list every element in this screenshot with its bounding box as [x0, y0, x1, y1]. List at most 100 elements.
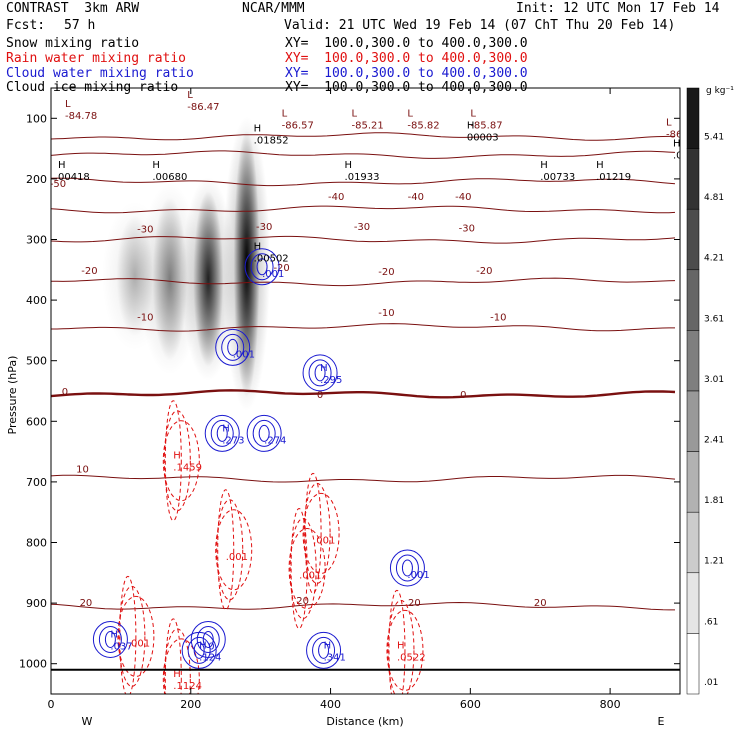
plot-frame	[50, 87, 681, 695]
isotherm-label: -40	[328, 192, 344, 203]
colorbar-tick-label: 2.41	[704, 436, 724, 446]
y-tick-label: 200	[26, 173, 47, 186]
colorbar-tick-label: .61	[704, 617, 718, 627]
y-tick-label: 300	[26, 234, 47, 247]
x-tick-label: 400	[320, 698, 341, 711]
cloud-water-contour	[302, 354, 338, 392]
extremum-marker: H	[199, 640, 207, 651]
extremum-marker: L	[407, 108, 413, 119]
colorbar-segment	[686, 451, 700, 513]
extremum-value: -85.82	[407, 120, 439, 131]
org-label: NCAR/MMM	[242, 1, 305, 16]
extremum-marker: H	[320, 363, 328, 374]
colorbar-segment	[686, 269, 700, 331]
x-tick-label: 800	[600, 698, 621, 711]
extremum-value: .124	[199, 652, 221, 663]
extremum-value: 0	[208, 641, 214, 652]
extremum-marker: H	[673, 139, 681, 150]
extremum-value: .001	[226, 552, 248, 563]
extremum-marker: H	[467, 120, 475, 131]
isotherm-label: -40	[455, 192, 471, 203]
colorbar-tick-label: 1.21	[704, 557, 724, 567]
isotherm-label: -20	[273, 263, 289, 274]
x-tick-label: 0	[48, 698, 55, 711]
cloud-water-contour	[92, 620, 128, 658]
isotherm-label: 20	[408, 598, 421, 609]
cloud-water-contour	[312, 636, 336, 664]
rain-contour	[118, 585, 146, 687]
isotherm-label: -30	[354, 222, 370, 233]
colorbar-tick-label: 5.41	[704, 133, 724, 143]
isotherm--10	[51, 323, 675, 332]
cloud-water-contour	[401, 559, 413, 577]
extremum-value: -84.78	[65, 111, 97, 122]
y-axis-label: Pressure (hPa)	[6, 356, 19, 435]
isotherm--20	[51, 277, 676, 287]
isotherm-label: 0	[460, 390, 466, 401]
extremum-value: 00418	[58, 172, 90, 183]
temperature-contour-layer: -50 -40 -40 -40 -30 -30 -30 -30 -20 -20 -20 -20 -10 -…	[51, 132, 676, 611]
cloud-water-contour	[308, 359, 332, 387]
extremum-value: .001	[262, 269, 284, 280]
cloud-water-contour	[227, 338, 239, 356]
cloud-water-contour	[256, 258, 268, 276]
isotherm--40	[51, 205, 676, 214]
extrema-label-layer: L-84.78L-86.47L-86.57L-85.21L-85.82L-85.…	[58, 90, 695, 692]
snow-plume-core	[116, 215, 154, 337]
colorbar-segment	[686, 511, 700, 574]
cloud-water-contour	[221, 333, 245, 361]
isotherm-label: -20	[81, 266, 97, 277]
extremum-value: .1459	[173, 463, 202, 474]
rain-contour	[163, 628, 191, 694]
isotherm-0	[51, 389, 676, 399]
forecast-label: Fcst:	[6, 18, 46, 33]
cloud-water-contour	[196, 625, 220, 653]
extremum-marker: L	[187, 90, 193, 101]
extremum-marker: H	[324, 640, 332, 651]
isotherm-10	[51, 474, 676, 483]
colorbar-unit: g kg⁻¹	[706, 86, 734, 96]
model-title: CONTRAST 3km ARW	[6, 1, 140, 16]
extremum-value: .00733	[540, 172, 575, 183]
isotherm-label: 0	[62, 387, 68, 398]
rain-contour	[386, 609, 424, 691]
isotherm-label: -30	[459, 223, 475, 234]
y-tick-label: 600	[26, 415, 47, 428]
rain-contour	[303, 482, 331, 584]
colorbar-segment	[686, 208, 700, 271]
y-tick-label: 1000	[19, 658, 47, 671]
colorbar-tick-label: 1.81	[704, 496, 724, 506]
extremum-marker: L	[282, 108, 288, 119]
rain-contour	[164, 618, 182, 694]
colorbar-segment	[686, 330, 700, 392]
cloud-water-contour	[306, 631, 342, 669]
y-tick-label: 400	[26, 294, 47, 307]
colorbar-tick-label: 3.01	[704, 375, 724, 385]
extremum-marker: H	[58, 160, 66, 171]
cloud-water-contour	[246, 414, 282, 452]
rain-contour	[162, 638, 200, 694]
extremum-marker: H	[254, 123, 262, 134]
extremum-value: .341	[324, 652, 346, 663]
cloud-water-contour	[210, 419, 234, 447]
colorbar-segment	[686, 87, 700, 149]
snow-plume-core	[193, 191, 224, 367]
cloud-water-contour	[187, 636, 211, 664]
cloud-water-contour	[104, 630, 116, 648]
cloud-water-contour	[395, 554, 419, 582]
rain-contour	[288, 528, 326, 610]
init-time: Init: 12 UTC Mon 17 Feb 14	[516, 1, 720, 16]
isotherm-label: 20	[296, 596, 309, 607]
extremum-value: .1124	[173, 681, 202, 692]
isotherm-label: -20	[476, 266, 492, 277]
rain-contour	[164, 400, 182, 522]
cloud-water-contour	[204, 414, 240, 452]
rain-contour	[387, 599, 415, 694]
extremum-value: .001	[233, 349, 255, 360]
isotherm-label: 20	[534, 598, 547, 609]
colorbar-tick-label: 4.81	[704, 193, 724, 203]
field-snow-xy: XY= 100.0,300.0 to 400.0,300.0	[285, 36, 528, 51]
extremum-value: .012	[673, 151, 695, 162]
extremum-value: .001	[299, 571, 321, 582]
rain-contour	[217, 489, 235, 611]
